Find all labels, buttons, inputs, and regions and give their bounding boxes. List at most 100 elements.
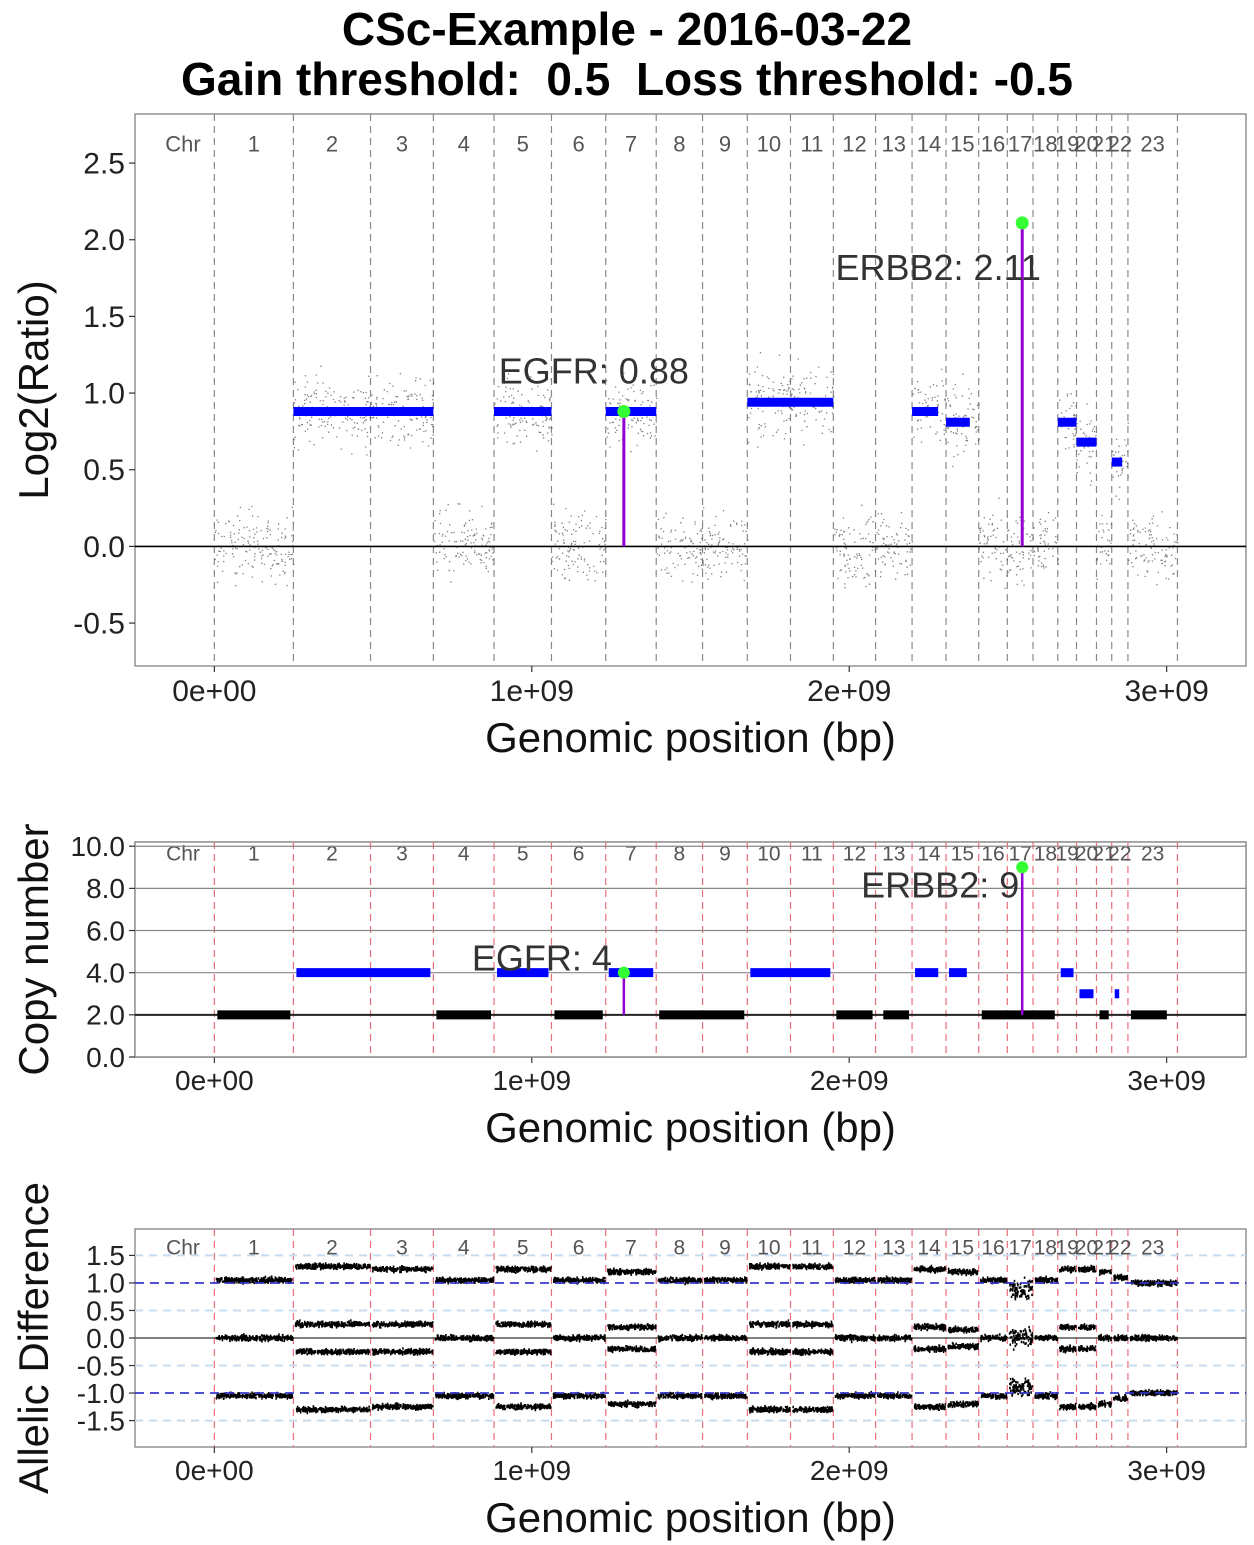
chr-label: 12 [843, 842, 866, 865]
gene-point [617, 404, 631, 418]
y-axis-title: Allelic Difference [10, 1182, 57, 1494]
y-tick-label: 1.0 [86, 1268, 125, 1299]
y-tick-label: 6.0 [86, 915, 125, 946]
chr-label: 18 [1034, 1236, 1057, 1259]
chr-label: 9 [719, 842, 731, 865]
chr-label: 9 [719, 132, 731, 157]
y-tick-label: 2.5 [83, 148, 125, 181]
chr-label: 22 [1108, 842, 1131, 865]
chr-label: 4 [458, 132, 470, 157]
chr-label: 5 [517, 1236, 529, 1259]
chr-label: 8 [674, 1236, 686, 1259]
chr-label: 20 [1075, 1236, 1098, 1259]
x-tick-label: 0e+00 [175, 1065, 254, 1096]
y-tick-label: -0.5 [73, 608, 125, 641]
chr-label: 22 [1108, 1236, 1131, 1259]
chr-label: 3 [396, 132, 408, 157]
chr-header-label: Chr [165, 132, 200, 157]
title-line-1: CSc-Example - 2016-03-22 [341, 3, 913, 55]
chr-label: 5 [517, 842, 529, 865]
x-tick-label: 0e+00 [175, 1455, 254, 1486]
x-tick-label: 3e+09 [1127, 1065, 1206, 1096]
chr-label: 8 [673, 132, 685, 157]
chr-label: 16 [981, 1236, 1004, 1259]
gene-point [1016, 861, 1029, 874]
chr-label: 13 [882, 1236, 905, 1259]
chr-label: 15 [951, 1236, 974, 1259]
gene-point [617, 966, 630, 979]
chr-label: 7 [625, 1236, 637, 1259]
chr-label: 3 [396, 1236, 408, 1259]
y-tick-label: 0.0 [83, 531, 125, 564]
chr-label: 12 [843, 1236, 866, 1259]
chr-label: 17 [1008, 842, 1031, 865]
chr-label: 5 [517, 132, 529, 157]
x-tick-label: 2e+09 [810, 1455, 889, 1486]
y-tick-label: 0.5 [86, 1295, 125, 1326]
x-tick-label: 1e+09 [490, 675, 574, 708]
y-tick-label: 8.0 [86, 873, 125, 904]
chr-label: 1 [248, 132, 260, 157]
title-line-2: Gain threshold: 0.5 Loss threshold: -0.5 [180, 53, 1074, 105]
chr-label: 20 [1075, 842, 1098, 865]
plot-area [134, 113, 1247, 667]
chr-label: 23 [1141, 842, 1164, 865]
chr-label: 15 [951, 842, 974, 865]
chr-label: 10 [757, 132, 781, 157]
figure-title: CSc-Example - 2016-03-22 Gain threshold:… [0, 4, 1254, 104]
y-tick-label: -1.5 [77, 1405, 125, 1436]
x-tick-label: 2e+09 [810, 1065, 889, 1096]
chr-label: 22 [1108, 132, 1132, 157]
chr-label: 8 [674, 842, 686, 865]
chr-header-label: Chr [166, 842, 200, 865]
chr-label: 13 [882, 842, 905, 865]
chr-label: 10 [757, 1236, 780, 1259]
x-tick-label: 3e+09 [1127, 1455, 1206, 1486]
x-axis-title: Genomic position (bp) [485, 1494, 896, 1541]
chr-label: 15 [950, 132, 974, 157]
y-tick-label: -0.5 [77, 1350, 125, 1381]
erbb2-label: ERBB2: 2.11 [835, 247, 1040, 288]
x-tick-label: 0e+00 [172, 675, 256, 708]
y-tick-label: 2.0 [83, 224, 125, 257]
y-tick-label: -1.0 [77, 1378, 125, 1409]
egfr-label: EGFR: 4 [472, 938, 612, 979]
chr-label: 3 [396, 842, 408, 865]
y-axis-title: Copy number [10, 823, 57, 1075]
y-tick-label: 2.0 [86, 1000, 125, 1031]
y-axis-title: Log2(Ratio) [10, 280, 57, 499]
y-tick-label: 0.0 [86, 1323, 125, 1354]
chr-label: 23 [1141, 1236, 1164, 1259]
chr-label: 1 [248, 1236, 260, 1259]
chr-label: 19 [1055, 1236, 1078, 1259]
chr-label: 19 [1055, 132, 1079, 157]
chr-label: 18 [1033, 132, 1057, 157]
y-tick-label: 4.0 [86, 957, 125, 988]
chr-label: 14 [917, 842, 941, 865]
gene-point [1015, 216, 1029, 230]
erbb2-label: ERBB2: 9 [861, 864, 1019, 905]
chr-label: 11 [801, 1236, 823, 1259]
chr-label: 20 [1074, 132, 1098, 157]
chr-label: 14 [917, 132, 941, 157]
chr-label: 18 [1034, 842, 1057, 865]
chr-label: 21 [1092, 132, 1116, 157]
x-axis-title: Genomic position (bp) [485, 714, 896, 761]
chr-label: 9 [719, 1236, 731, 1259]
chr-label: 12 [842, 132, 866, 157]
chr-label: 21 [1092, 842, 1115, 865]
chr-label: 6 [573, 842, 585, 865]
chr-label: 14 [917, 1236, 941, 1259]
chr-label: 10 [757, 842, 780, 865]
plot-area [134, 841, 1247, 1058]
chr-label: 4 [458, 842, 470, 865]
chr-label: 21 [1092, 1236, 1115, 1259]
y-tick-label: 0.5 [83, 454, 125, 487]
chr-label: 6 [573, 1236, 585, 1259]
chr-header-label: Chr [166, 1236, 200, 1259]
x-tick-label: 1e+09 [492, 1455, 571, 1486]
